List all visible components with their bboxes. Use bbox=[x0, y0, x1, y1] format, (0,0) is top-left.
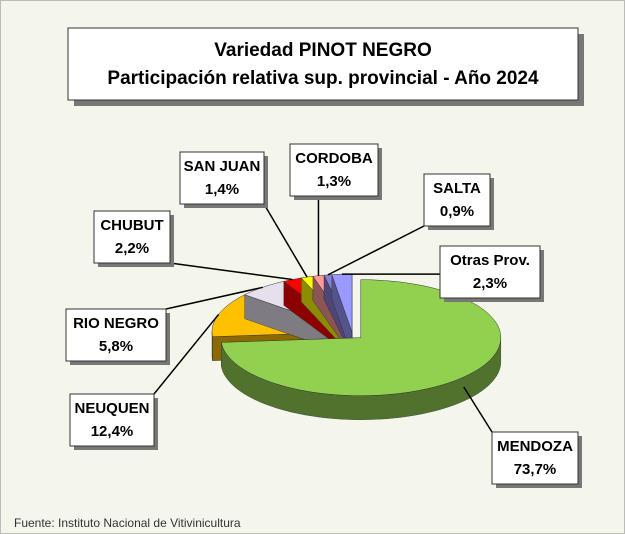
category-label: CORDOBA bbox=[295, 150, 373, 167]
chart-subtitle: Participación relativa sup. provincial -… bbox=[107, 68, 539, 89]
leader-line bbox=[263, 203, 308, 278]
leader-line bbox=[153, 313, 220, 395]
value-label: 5,8% bbox=[99, 338, 133, 355]
value-label: 1,4% bbox=[205, 181, 239, 198]
title-box bbox=[67, 27, 579, 101]
leader-line bbox=[169, 262, 293, 281]
category-label: NEUQUEN bbox=[74, 400, 149, 417]
category-label: CHUBUT bbox=[100, 217, 163, 234]
label-box bbox=[69, 393, 155, 447]
label-box bbox=[93, 210, 171, 264]
label-box bbox=[65, 308, 167, 362]
value-label: 2,3% bbox=[473, 275, 507, 292]
label-box bbox=[491, 431, 579, 485]
source: Fuente: Instituto Nacional de Vitivinicu… bbox=[14, 516, 241, 530]
category-label: SAN JUAN bbox=[184, 158, 261, 175]
value-label: 2,2% bbox=[115, 240, 149, 257]
category-label: MENDOZA bbox=[497, 438, 573, 455]
label-box bbox=[289, 143, 379, 197]
category-label: Otras Prov. bbox=[450, 252, 530, 269]
category-label: SALTA bbox=[433, 180, 481, 197]
label-box bbox=[439, 245, 541, 299]
value-label: 0,9% bbox=[440, 203, 474, 220]
leader-line bbox=[165, 286, 263, 310]
category-label: RIO NEGRO bbox=[73, 315, 159, 332]
value-label: 1,3% bbox=[317, 173, 351, 190]
value-label: 12,4% bbox=[91, 423, 134, 440]
leader-line bbox=[327, 225, 425, 276]
value-label: 73,7% bbox=[514, 461, 557, 478]
label-box bbox=[179, 151, 265, 205]
leader-line bbox=[463, 386, 493, 433]
chart-title: Variedad PINOT NEGRO bbox=[214, 40, 432, 61]
label-box bbox=[423, 173, 491, 227]
